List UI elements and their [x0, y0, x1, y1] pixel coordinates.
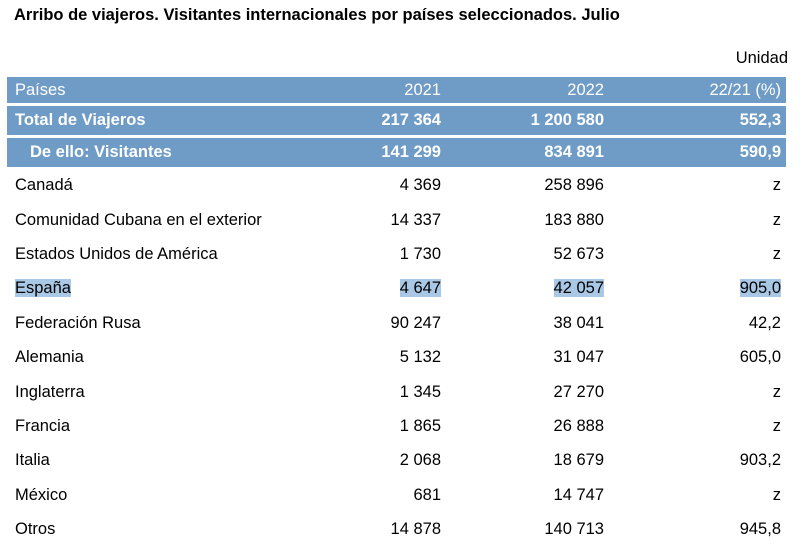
- table-row: Francia 1 865 26 888 z: [7, 411, 786, 442]
- value-2021-cell: 1 345: [399, 382, 441, 401]
- pct-change-cell: z: [772, 176, 781, 195]
- country-cell: Italia: [15, 451, 50, 470]
- country-cell: Francia: [15, 416, 71, 435]
- value-2022-cell: 52 673: [553, 244, 604, 263]
- table-row: Comunidad Cubana en el exterior 14 337 183…: [7, 204, 786, 235]
- value-2022-cell: 183 880: [544, 210, 604, 229]
- pct-change-cell: z: [772, 244, 781, 263]
- value-2022-cell: 14 747: [553, 485, 604, 504]
- visitantes-pct: 590,9: [609, 138, 786, 167]
- pct-change-cell: 903,2: [739, 451, 781, 470]
- table-row: Estados Unidos de América 1 730 52 673 z: [7, 239, 786, 270]
- value-2021-cell: 4 369: [399, 176, 441, 195]
- total-pct: 552,3: [609, 106, 786, 135]
- value-2021-cell: 90 247: [390, 313, 441, 332]
- visitantes-label: De ello: Visitantes: [7, 138, 292, 167]
- value-2022-cell: 140 713: [544, 520, 604, 539]
- value-2021-cell: 1 730: [399, 244, 441, 263]
- value-2022-cell: 26 888: [553, 416, 604, 435]
- visitantes-2021: 141 299: [292, 138, 446, 167]
- table-title: Arribo de viajeros. Visitantes internaci…: [14, 6, 620, 24]
- pct-change-cell: 945,8: [739, 520, 781, 539]
- country-cell: Federación Rusa: [15, 313, 141, 332]
- value-2021-cell: 681: [413, 485, 441, 504]
- header-2021: 2021: [292, 77, 446, 103]
- country-cell: España: [15, 279, 71, 298]
- value-2021-cell: 1 865: [399, 416, 441, 435]
- country-cell: Inglaterra: [15, 382, 85, 401]
- country-cell: Canadá: [15, 176, 73, 195]
- total-2021: 217 364: [292, 106, 446, 135]
- table-row: España 4 647 42 057 905,0: [7, 273, 786, 304]
- pct-change-cell: z: [772, 382, 781, 401]
- header-paises: Países: [7, 77, 292, 103]
- value-2022-cell: 38 041: [553, 313, 604, 332]
- unit-label: Unidad: [735, 49, 788, 67]
- pct-change-cell: 605,0: [739, 348, 781, 367]
- table-row: Inglaterra 1 345 27 270 z: [7, 376, 786, 407]
- table-header-row: Países 2021 2022 22/21 (%): [7, 77, 786, 103]
- header-pct: 22/21 (%): [609, 77, 786, 103]
- total-label: Total de Viajeros: [7, 106, 292, 135]
- country-cell: México: [15, 485, 68, 504]
- table-row: Canadá 4 369 258 896 z: [7, 170, 786, 201]
- pct-change-cell: z: [772, 416, 781, 435]
- value-2021-cell: 14 337: [390, 210, 441, 229]
- value-2021-cell: 14 878: [390, 520, 441, 539]
- value-2022-cell: 27 270: [553, 382, 604, 401]
- pct-change-cell: z: [772, 210, 781, 229]
- pct-change-cell: 42,2: [748, 313, 781, 332]
- country-cell: Otros: [15, 520, 56, 539]
- value-2022-cell: 18 679: [553, 451, 604, 470]
- pct-change-cell: 905,0: [739, 279, 781, 298]
- value-2021-cell: 5 132: [399, 348, 441, 367]
- country-cell: Estados Unidos de América: [15, 244, 218, 263]
- pct-change-cell: z: [772, 485, 781, 504]
- table-row: Alemania 5 132 31 047 605,0: [7, 342, 786, 373]
- table-row: Italia 2 068 18 679 903,2: [7, 445, 786, 476]
- table-row: Federación Rusa 90 247 38 041 42,2: [7, 308, 786, 339]
- country-cell: Alemania: [15, 348, 84, 367]
- value-2021-cell: 2 068: [399, 451, 441, 470]
- value-2022-cell: 42 057: [553, 279, 604, 298]
- value-2022-cell: 258 896: [544, 176, 604, 195]
- table-row: Otros 14 878 140 713 945,8: [7, 514, 786, 545]
- value-2021-cell: 4 647: [399, 279, 441, 298]
- country-cell: Comunidad Cubana en el exterior: [15, 210, 262, 229]
- header-2022: 2022: [446, 77, 609, 103]
- value-2022-cell: 31 047: [553, 348, 604, 367]
- visitantes-2022: 834 891: [446, 138, 609, 167]
- visitantes-row: De ello: Visitantes 141 299 834 891 590,…: [7, 138, 786, 167]
- total-row: Total de Viajeros 217 364 1 200 580 552,…: [7, 106, 786, 135]
- table-row: México 681 14 747 z: [7, 480, 786, 511]
- visitors-table: Países 2021 2022 22/21 (%) Total de Viaj…: [7, 74, 786, 548]
- total-2022: 1 200 580: [446, 106, 609, 135]
